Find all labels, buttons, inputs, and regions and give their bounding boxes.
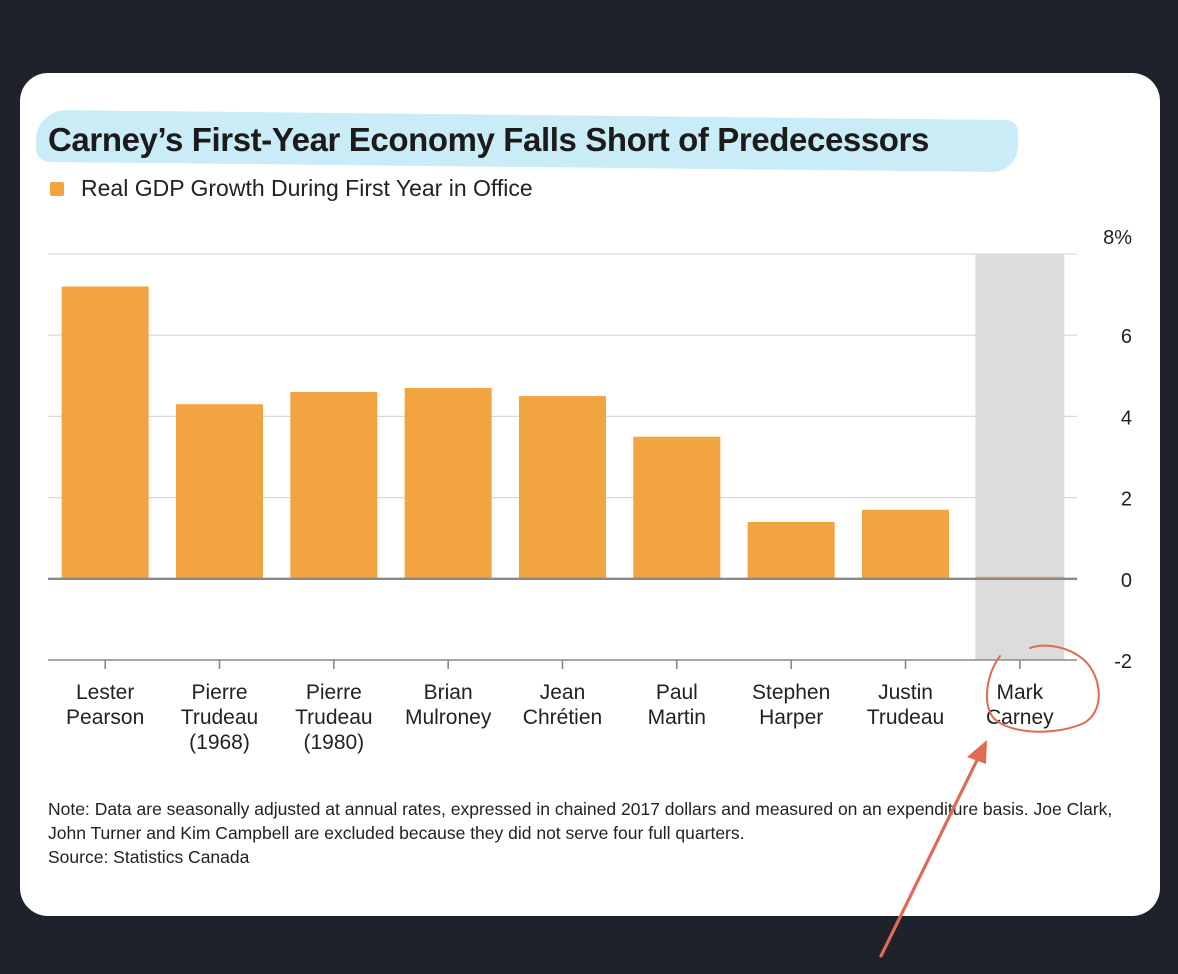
y-tick-label: 2 [1121, 489, 1132, 511]
x-tick-label: Lester Pearson [66, 681, 144, 729]
source-text: Source: Statistics Canada [48, 847, 250, 867]
x-tick-label: Mark Carney [986, 681, 1054, 729]
x-tick-label: Pierre Trudeau (1968) [181, 681, 258, 754]
y-tick-label: 6 [1121, 326, 1132, 348]
note-text: Note: Data are seasonally adjusted at an… [48, 799, 1113, 843]
chart-notes: Note: Data are seasonally adjusted at an… [48, 797, 1138, 869]
x-tick-label: Paul Martin [648, 681, 706, 729]
bar [633, 436, 721, 579]
x-tick-label: Brian Mulroney [405, 681, 492, 729]
chart-card: Carney’s First-Year Economy Falls Short … [20, 73, 1160, 916]
bar [862, 509, 949, 579]
x-tick-label: Justin Trudeau [867, 681, 944, 729]
chart-title: Carney’s First-Year Economy Falls Short … [48, 121, 929, 158]
legend: Real GDP Growth During First Year in Off… [50, 175, 533, 202]
bar [747, 521, 835, 579]
legend-swatch [50, 181, 64, 196]
y-tick-label: 0 [1121, 570, 1132, 592]
x-tick-label: Jean Chrétien [523, 681, 602, 729]
y-tick-label: 4 [1121, 407, 1132, 429]
bar-chart: 8% 6 4 2 0 -2 Lester Pearson Pierre Trudeau (1968)… [48, 227, 1132, 754]
x-tick-label: Stephen Harper [752, 681, 830, 729]
bar [290, 392, 378, 579]
legend-label: Real GDP Growth During First Year in Off… [81, 175, 533, 201]
highlight-band [975, 254, 1065, 660]
bar [519, 396, 606, 579]
bar [176, 404, 263, 579]
bar [404, 387, 492, 579]
bar [61, 286, 149, 579]
y-tick-label: -2 [1114, 651, 1132, 673]
y-tick-label: 8% [1103, 227, 1132, 249]
x-tick-label: Pierre Trudeau (1980) [295, 681, 372, 754]
